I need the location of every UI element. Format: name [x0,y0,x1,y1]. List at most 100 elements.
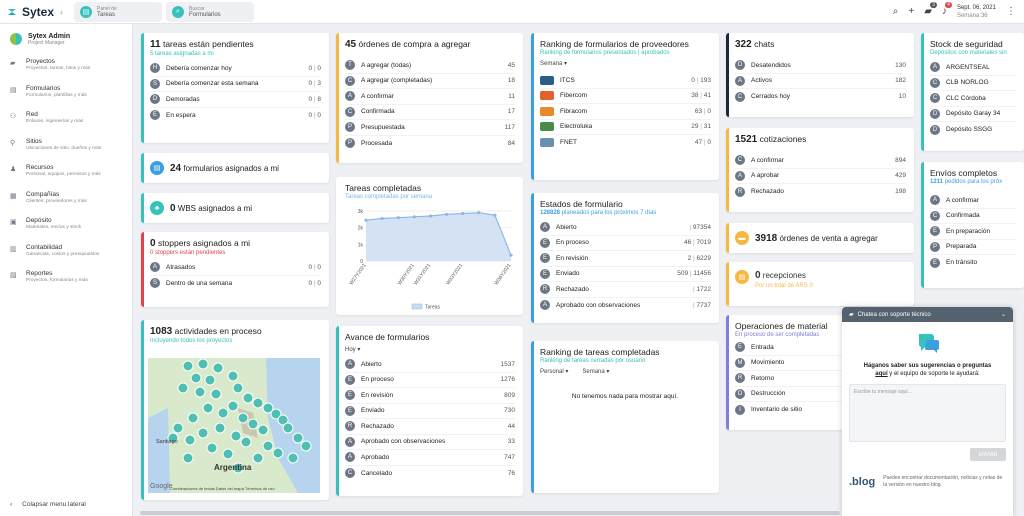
list-item[interactable]: R Rechazado 44 [345,419,515,435]
map-pin[interactable] [227,400,239,412]
data-point[interactable] [380,216,384,221]
map-pin[interactable] [230,430,242,442]
map-pin[interactable] [222,448,234,460]
form-states-card[interactable]: Estados de formulario 128828 planeados p… [531,193,719,323]
chat-bubble-icon[interactable]: ▰ 3 [924,2,937,17]
list-item[interactable]: E En proceso 46 | 7019 [540,236,711,251]
task-ranking-scope-dropdown[interactable]: Personal ▾ [540,368,568,375]
map-pin[interactable] [282,422,294,434]
data-point[interactable] [461,211,465,216]
data-point[interactable] [444,212,449,216]
map-pin[interactable] [232,462,244,474]
list-item[interactable]: R Retorno [735,371,906,387]
list-item[interactable]: A Abierto 1537 [345,357,515,373]
map-pin[interactable] [217,407,229,419]
map-pin[interactable] [197,427,209,439]
map-pin[interactable] [300,440,312,452]
list-item[interactable]: H Debería comenzar hoy 0 | 0 [150,61,321,77]
completed-tasks-card[interactable]: Tareas completadas Tareas completadas po… [336,177,523,315]
list-item[interactable]: Fibercom 38 | 41 [540,89,711,104]
wbs-card[interactable]: ♣ 0 WBS asignados a mi [141,193,329,223]
task-ranking-card[interactable]: Ranking de tareas completadas Ranking de… [531,341,719,493]
map-pin[interactable] [194,386,206,398]
map-pin[interactable] [270,408,282,420]
map-pin[interactable] [262,402,274,414]
data-point[interactable] [477,211,481,215]
map-pin[interactable] [272,447,284,459]
map-pin[interactable] [262,440,274,452]
chats-card[interactable]: 322 chats D Desatendidos 130 A Activos 18… [726,33,914,117]
more-options-icon[interactable]: ⋮ [1006,6,1016,17]
pending-tasks-card[interactable]: 11 tareas están pendientes 5 tareas asig… [141,33,329,143]
list-item[interactable]: Electroluka 29 | 31 [540,120,711,135]
menu-toggle-icon[interactable]: ‹ [60,6,63,17]
map-pin[interactable] [247,418,259,430]
supplier-ranking-period-dropdown[interactable]: Semana ▾ [540,60,567,67]
list-item[interactable]: E Enviado 730 [345,404,515,419]
list-item[interactable]: D Desatendidos 130 [735,58,906,74]
map-pin[interactable] [212,362,224,374]
map-pin[interactable] [252,452,264,464]
list-item[interactable]: ITCS 0 | 193 [540,73,711,89]
list-item[interactable]: A A aprobar 429 [735,169,906,184]
app-logo[interactable]: Sytex [0,5,60,19]
map-pin[interactable] [242,392,254,404]
sidebar-item[interactable]: ▦ Compañías Clientes, proveedores y más [0,187,132,214]
quick-tab-task-panel[interactable]: ▤ Panel de Tareas [74,1,162,22]
supplier-ranking-card[interactable]: Ranking de formularios de proveedores Ra… [531,33,719,180]
list-item[interactable]: A ARGENTSEAL [930,60,1016,76]
data-point[interactable] [396,216,400,220]
form-progress-card[interactable]: Avance de formularios Hoy ▾ A Abierto 15… [336,326,523,496]
map-pin[interactable] [182,452,194,464]
receptions-card[interactable]: ▤ 0 recepciones Por un total de ARS 0 [726,262,914,306]
sidebar-item[interactable]: ▨ Reportes Proyectos, formularios y más [0,266,132,293]
list-item[interactable]: A A confirmar 11 [345,89,515,105]
list-item[interactable]: S Debería comenzar esta semana 0 | 3 [150,77,321,92]
bell-icon[interactable]: ♪ 4 [941,2,952,17]
sidebar-item[interactable]: ⚇ Red Enlaces, ingenierías y más [0,107,132,134]
list-item[interactable]: P Presupuestada 117 [345,120,515,136]
send-button[interactable]: ENVIAR [970,448,1006,461]
map-pin[interactable] [190,372,202,384]
list-item[interactable]: P Procesada 84 [345,136,515,152]
horizontal-scrollbar[interactable] [140,511,840,515]
purchase-orders-card[interactable]: 45 órdenes de compra a agregar T A agreg… [336,33,523,163]
data-point[interactable] [493,213,497,217]
list-item[interactable]: E En espera 0 | 0 [150,108,321,124]
quick-tab-search-forms[interactable]: ⌕ Buscar Formularios [166,1,254,22]
sidebar-item[interactable]: ▥ Contabilidad Ganancias, costos y presu… [0,240,132,267]
map-pin[interactable] [182,360,194,372]
safety-stock-card[interactable]: Stock de seguridad Depósitos con materia… [921,33,1024,151]
task-ranking-period-dropdown[interactable]: Semana ▾ [582,368,609,375]
data-point[interactable] [364,218,368,222]
list-item[interactable]: R Rechazado | 1722 [540,282,711,298]
map-pin[interactable] [177,382,189,394]
sales-orders-card[interactable]: ▬ 3918 órdenes de venta a agregar [726,223,914,253]
list-item[interactable]: D Destrucción [735,387,906,402]
map-pin[interactable] [172,422,184,434]
list-item[interactable]: M Movimiento [735,356,906,371]
map-pin[interactable] [167,432,179,444]
list-item[interactable]: C Confirmada 17 [345,105,515,120]
map-pin[interactable] [197,358,209,370]
list-item[interactable]: A Atrasados 0 | 0 [150,260,321,276]
sidebar-item[interactable]: ♟ Recursos Personal, equipos, permisos y… [0,160,132,187]
list-item[interactable]: E En tránsito [930,255,1016,271]
map-pin[interactable] [292,432,304,444]
map-pin[interactable] [257,424,269,436]
list-item[interactable]: Fibracom 63 | 0 [540,104,711,120]
list-item[interactable]: C CLC Córdoba [930,91,1016,107]
add-icon[interactable]: + [908,6,915,17]
map-pin[interactable] [187,412,199,424]
map-pin[interactable] [214,422,226,434]
activities-map[interactable]: Santiago Argentina Google Combinaciones … [148,358,320,493]
list-item[interactable]: C A agregar (completadas) 18 [345,74,515,89]
data-point[interactable] [412,215,416,219]
list-item[interactable]: A A confirmar [930,193,1016,209]
map-pin[interactable] [202,402,214,414]
list-item[interactable]: C CLB NORLOG [930,76,1016,91]
user-profile[interactable]: Sytex Admin Project Manager [0,24,132,54]
list-item[interactable]: T A agregar (todas) 45 [345,58,515,74]
chat-message-input[interactable]: Escribe tu mensaje aquí... [849,384,1006,442]
sidebar-item[interactable]: ⚲ Sitios Ubicaciones de sitio, dueños y … [0,134,132,161]
